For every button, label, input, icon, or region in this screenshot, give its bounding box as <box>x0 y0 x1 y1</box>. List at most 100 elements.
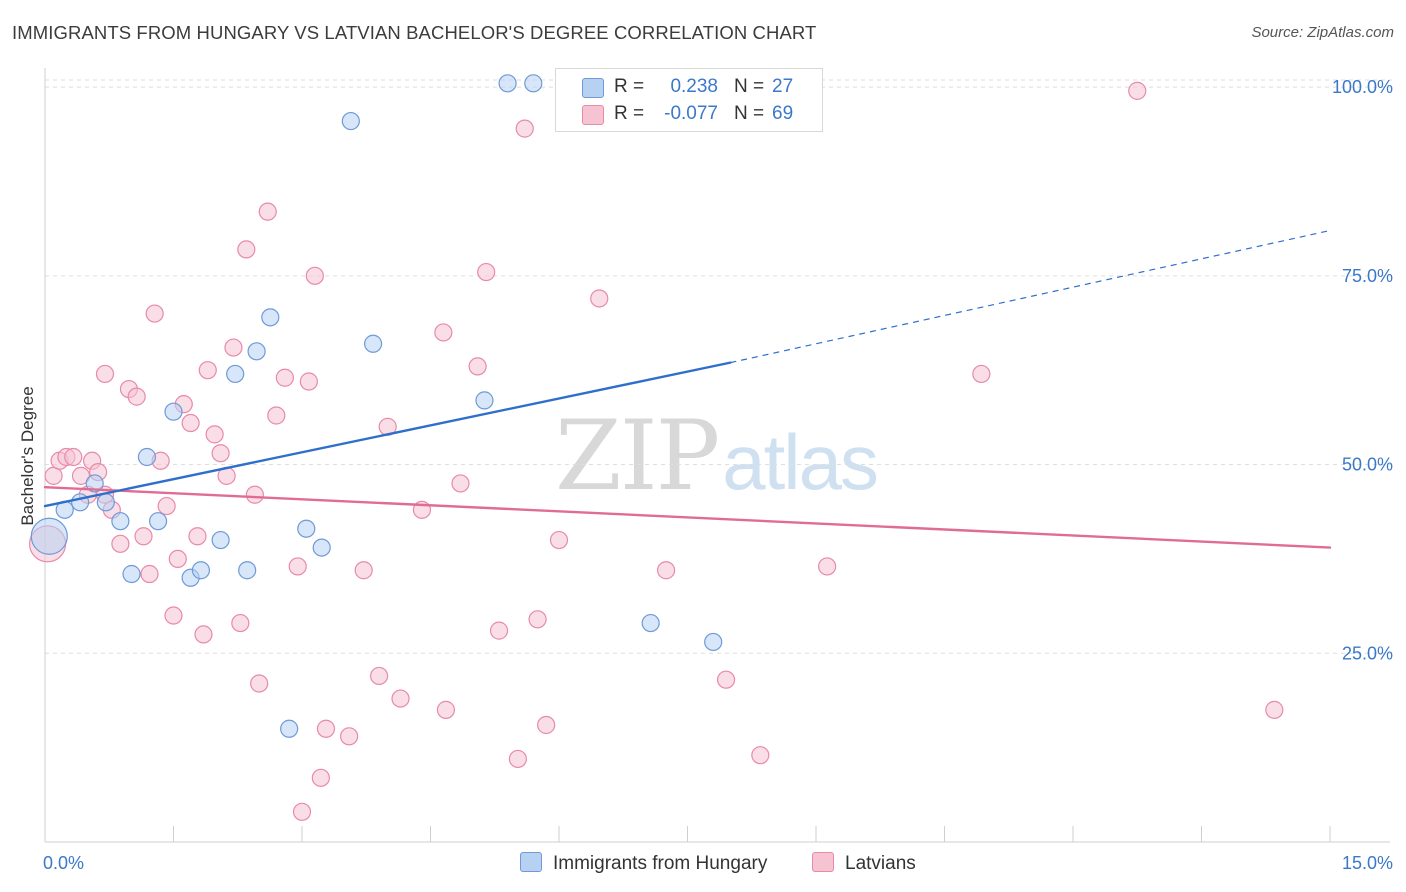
latvians-point <box>111 534 130 553</box>
latvians-point <box>434 323 453 342</box>
stats-legend: R = 0.238 N = 27 R = -0.077 N = 69 <box>555 68 823 132</box>
latvians-point <box>528 610 547 629</box>
r-value: 0.238 <box>670 76 718 97</box>
latvians-point <box>188 527 207 546</box>
legend-item-hungary[interactable]: Immigrants from Hungary <box>520 852 767 875</box>
latvians-point <box>354 561 373 580</box>
x-tick-label-max: 15.0% <box>1342 853 1393 873</box>
latvians-point <box>716 670 736 689</box>
latvians-point <box>250 674 269 693</box>
r-label: R = <box>614 103 645 124</box>
hungary-point <box>122 564 141 584</box>
hungary-point <box>238 561 257 580</box>
hungary-point <box>96 493 115 512</box>
latvians-point <box>168 549 187 569</box>
n-label: N = <box>734 103 765 124</box>
hungary-point <box>85 474 104 493</box>
latvians-point <box>590 289 609 308</box>
latvians-point <box>258 202 277 221</box>
n-label: N = <box>734 76 765 97</box>
hungary-point <box>164 402 183 421</box>
latvians-swatch <box>582 105 604 125</box>
latvians-point <box>311 768 330 787</box>
hungary-point <box>111 512 130 531</box>
hungary-point <box>226 364 245 384</box>
latvians-point <box>275 368 294 387</box>
latvians-point <box>656 561 676 580</box>
latvians-point <box>299 372 318 391</box>
hungary-trend-line <box>43 361 732 508</box>
x-tick-label-min: 0.0% <box>43 853 84 873</box>
hungary-point <box>191 561 211 580</box>
y-tick-label: 25.0% <box>1342 643 1393 663</box>
stats-row-hungary: R = 0.238 N = 27 <box>556 73 822 101</box>
latvians-point <box>292 802 312 821</box>
latvians-trend-line <box>43 485 1332 549</box>
latvians-point <box>515 119 534 138</box>
latvians-point <box>245 485 264 504</box>
hungary-point <box>312 538 331 557</box>
legend-label-latvians: Latvians <box>845 853 916 874</box>
latvians-point <box>198 361 217 380</box>
hungary-point <box>364 334 383 353</box>
latvians-point <box>44 466 63 485</box>
latvians-point <box>64 447 83 467</box>
y-tick-label: 50.0% <box>1342 455 1393 475</box>
latvians-point <box>157 496 176 516</box>
stats-row-latvians: R = -0.077 N = 69 <box>556 100 822 128</box>
latvians-point <box>436 700 456 719</box>
n-value: 27 <box>772 76 794 97</box>
watermark: ZIPatlas <box>555 400 879 512</box>
n-value: 69 <box>772 103 794 124</box>
y-tick-label: 75.0% <box>1342 266 1393 286</box>
latvians-point <box>1265 700 1284 719</box>
hungary-trend-extension <box>730 229 1331 364</box>
r-value: -0.077 <box>664 103 718 124</box>
hungary-swatch <box>582 78 604 98</box>
hungary-point <box>641 613 660 633</box>
latvians-point <box>508 749 527 769</box>
latvians-point <box>231 613 250 633</box>
latvians-point <box>549 530 569 550</box>
latvians-point <box>145 304 164 323</box>
latvians-point <box>134 527 153 546</box>
latvians-point <box>477 262 496 282</box>
latvians-point <box>468 357 487 376</box>
latvians-point <box>95 364 115 384</box>
hungary-point <box>211 530 230 550</box>
latvians-point <box>288 557 307 576</box>
latvians-point <box>489 621 509 640</box>
series-legend: Immigrants from Hungary Latvians <box>0 852 1406 878</box>
latvians-point <box>237 240 256 259</box>
latvians-point <box>127 387 146 406</box>
latvians-point <box>140 564 159 584</box>
latvians-point <box>391 689 410 708</box>
hungary-point <box>261 308 280 327</box>
latvians-point <box>205 425 224 444</box>
legend-item-latvians[interactable]: Latvians <box>812 852 916 875</box>
latvians-point <box>164 606 183 625</box>
hungary-legend-swatch <box>520 852 542 872</box>
latvians-point <box>267 406 286 425</box>
hungary-point <box>247 342 266 361</box>
hungary-point <box>137 447 157 467</box>
chart-title: IMMIGRANTS FROM HUNGARY VS LATVIAN BACHE… <box>12 22 817 43</box>
latvians-point <box>211 444 230 463</box>
y-tick-label: 100.0% <box>1332 77 1393 97</box>
latvians-point <box>340 727 359 746</box>
legend-label-hungary: Immigrants from Hungary <box>553 853 768 874</box>
latvians-point <box>224 338 243 357</box>
latvians-point <box>181 413 200 433</box>
latvians-point <box>972 364 991 384</box>
hungary-point <box>498 74 517 93</box>
watermark-atlas: atlas <box>722 418 879 506</box>
hungary-point <box>341 111 360 131</box>
hungary-point <box>704 632 723 652</box>
hungary-point <box>524 74 543 93</box>
hungary-point <box>280 719 299 738</box>
r-label: R = <box>614 76 645 97</box>
watermark-zip: ZIP <box>555 400 720 512</box>
latvians-point <box>818 557 837 576</box>
latvians-legend-swatch <box>812 852 834 872</box>
hungary-point <box>475 391 494 410</box>
